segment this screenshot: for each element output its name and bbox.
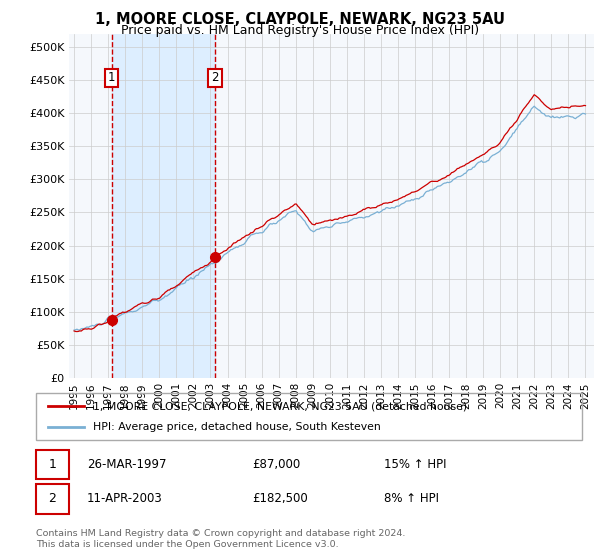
Text: 2: 2 [49,492,56,506]
Text: HPI: Average price, detached house, South Kesteven: HPI: Average price, detached house, Sout… [93,422,381,432]
Text: £87,000: £87,000 [252,458,300,471]
Text: 26-MAR-1997: 26-MAR-1997 [87,458,167,471]
Text: 2: 2 [211,72,219,85]
Text: 1: 1 [49,458,56,471]
Bar [112,34,215,378]
Text: 15% ↑ HPI: 15% ↑ HPI [384,458,446,471]
Text: 1, MOORE CLOSE, CLAYPOLE, NEWARK, NG23 5AU (detached house): 1, MOORE CLOSE, CLAYPOLE, NEWARK, NG23 5… [93,401,467,411]
Text: Contains HM Land Registry data © Crown copyright and database right 2024.
This d: Contains HM Land Registry data © Crown c… [36,529,406,549]
Text: £182,500: £182,500 [252,492,308,506]
Text: 1: 1 [108,72,116,85]
Text: 1, MOORE CLOSE, CLAYPOLE, NEWARK, NG23 5AU: 1, MOORE CLOSE, CLAYPOLE, NEWARK, NG23 5… [95,12,505,27]
Text: 11-APR-2003: 11-APR-2003 [87,492,163,506]
Text: 8% ↑ HPI: 8% ↑ HPI [384,492,439,506]
Text: Price paid vs. HM Land Registry's House Price Index (HPI): Price paid vs. HM Land Registry's House … [121,24,479,36]
